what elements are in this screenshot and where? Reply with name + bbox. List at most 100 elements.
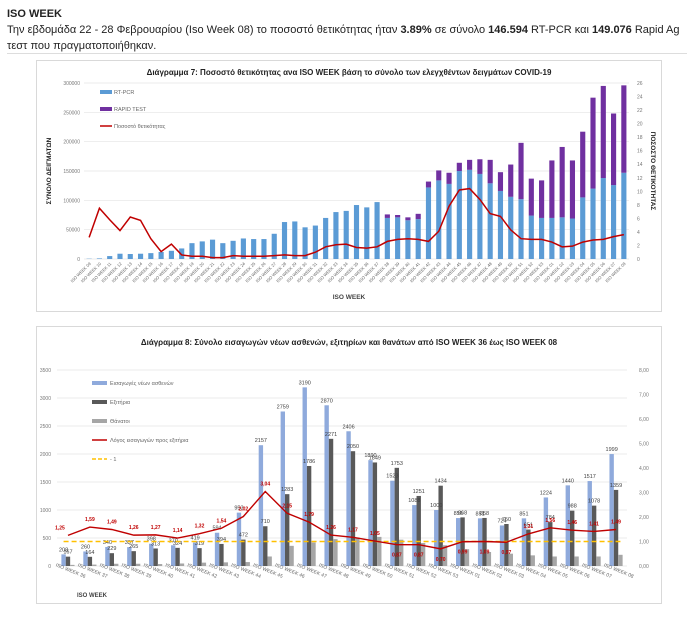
y-tick-label: 50000 — [66, 228, 80, 234]
data-label-admissions: 2157 — [255, 438, 267, 444]
bar-rt-pcr — [477, 173, 483, 259]
bar-rt-pcr — [621, 172, 627, 259]
y2-tick-label: 18 — [637, 135, 643, 141]
data-label-ratio: 1,46 — [567, 520, 577, 526]
bar-rt-pcr — [240, 238, 246, 259]
bar-admissions — [587, 481, 592, 566]
bar-deaths — [552, 556, 557, 566]
bar-admissions — [346, 431, 351, 566]
data-label-ratio: 1,05 — [370, 531, 380, 537]
data-label-ratio: 0,87 — [392, 553, 402, 559]
bar-rt-pcr — [148, 253, 154, 259]
bar-rt-pcr — [230, 240, 236, 259]
y-tick-label: 2000 — [40, 452, 51, 458]
legend-label: Λόγος εισαγωγών προς εξιτήρια — [110, 437, 189, 444]
line-positivity — [88, 187, 625, 259]
bar-discharges — [263, 526, 268, 566]
legend-swatch — [100, 90, 112, 94]
chart-title: Διάγραμμα 7: Ποσοστό θετικότητας ανα ISO… — [147, 68, 552, 77]
data-label-ratio: 3,04 — [260, 482, 270, 488]
data-label-discharges: 1753 — [391, 461, 403, 467]
data-label-ratio: 1,56 — [545, 518, 555, 524]
bar-discharges — [153, 548, 158, 566]
data-label-discharges: 1078 — [588, 499, 600, 505]
chart-7-panel: Διάγραμμα 7: Ποσοστό θετικότητας ανα ISO… — [36, 60, 662, 312]
data-label-admissions: 2759 — [277, 404, 289, 410]
bar-rapid-test — [518, 142, 524, 200]
data-label-admissions: 337 — [125, 540, 134, 546]
summary-part: Την εβδομάδα 22 - 28 Φεβρουαρίου (Iso We… — [7, 24, 401, 36]
bar-discharges — [131, 551, 136, 566]
bar-rt-pcr — [281, 222, 288, 259]
chart-8: Διάγραμμα 8: Σύνολο εισαγωγών νέων ασθεν… — [40, 338, 649, 599]
bar-discharges — [197, 548, 202, 566]
bar-rapid-test — [497, 172, 504, 191]
data-label-ratio: 2,02 — [238, 507, 248, 513]
bar-rapid-test — [549, 160, 555, 218]
data-label-admissions: 419 — [191, 536, 200, 542]
data-label-admissions: 398 — [147, 537, 156, 543]
y2-tick-label: 3,00 — [639, 491, 649, 497]
bar-rt-pcr — [271, 233, 277, 259]
bar-admissions — [105, 546, 110, 566]
bar-admissions — [83, 551, 88, 566]
data-label-admissions: 2406 — [342, 424, 354, 430]
bar-deaths — [377, 536, 382, 566]
legend-label: Θάνατοι — [110, 418, 131, 425]
bar-rt-pcr — [292, 221, 298, 259]
data-label-discharges: 164 — [85, 550, 94, 556]
y2-tick-label: 6,00 — [639, 417, 649, 423]
bar-admissions — [499, 525, 505, 566]
bar-deaths — [92, 564, 97, 566]
bar-discharges — [65, 556, 71, 566]
data-label-discharges: 651 — [524, 523, 533, 529]
data-label-ratio: 1,79 — [304, 512, 314, 518]
bar-rapid-test — [384, 214, 390, 218]
data-label-ratio: 1,41 — [589, 521, 599, 527]
y2-tick-label: 8 — [637, 203, 640, 209]
line-ratio — [67, 490, 617, 550]
data-label-ratio: 1,17 — [348, 527, 358, 533]
y-tick-label: 1500 — [40, 480, 51, 486]
bar-admissions — [543, 497, 549, 566]
data-label-admissions: 1088 — [408, 498, 420, 504]
bar-admissions — [565, 485, 570, 566]
bar-rapid-test — [590, 97, 596, 189]
y2-tick-label: 0,00 — [639, 564, 649, 570]
bar-rt-pcr — [569, 218, 576, 259]
data-label-admissions: 3190 — [299, 380, 311, 386]
rapid-value: 149.076 — [592, 24, 632, 36]
bar-rapid-test — [559, 146, 565, 218]
bar-rapid-test — [436, 170, 442, 181]
summary-part: Rapid Ag τεστ που πραγματοποιήθηκαν. — [7, 24, 680, 52]
bar-admissions — [149, 543, 154, 566]
data-label-ratio: 1,25 — [55, 525, 65, 531]
bar-rt-pcr — [549, 217, 555, 259]
x-axis-title: ISO WEEK — [77, 593, 108, 599]
data-label-discharges: 1359 — [610, 483, 622, 489]
data-label-discharges: 265 — [129, 544, 138, 550]
data-label-discharges: 1849 — [369, 455, 381, 461]
summary-part: RT-PCR και — [527, 24, 593, 36]
y2-tick-label: 4,00 — [639, 466, 649, 472]
y2-tick-label: 12 — [637, 176, 643, 182]
y-tick-label: 0 — [77, 257, 80, 263]
bar-discharges — [306, 465, 312, 566]
bar-deaths — [574, 556, 579, 566]
legend-label: Εισαγωγές νέων ασθενών — [110, 380, 174, 387]
y-tick-label: 500 — [43, 536, 52, 542]
bar-rt-pcr — [497, 190, 504, 259]
legend-label: RAPID TEST — [114, 107, 147, 113]
x-axis-title: ISO WEEK — [333, 294, 366, 301]
data-label-discharges: 988 — [568, 504, 577, 510]
y2-tick-label: 16 — [637, 149, 643, 155]
bar-rt-pcr — [137, 253, 144, 259]
bar-discharges — [548, 522, 553, 566]
bar-admissions — [236, 512, 242, 566]
bar-deaths — [596, 556, 601, 566]
y-tick-label: 200000 — [63, 140, 80, 146]
bar-rapid-test — [405, 217, 411, 221]
bar-deaths — [289, 545, 294, 566]
legend-swatch — [92, 419, 107, 423]
y2-tick-label: 10 — [637, 189, 643, 195]
